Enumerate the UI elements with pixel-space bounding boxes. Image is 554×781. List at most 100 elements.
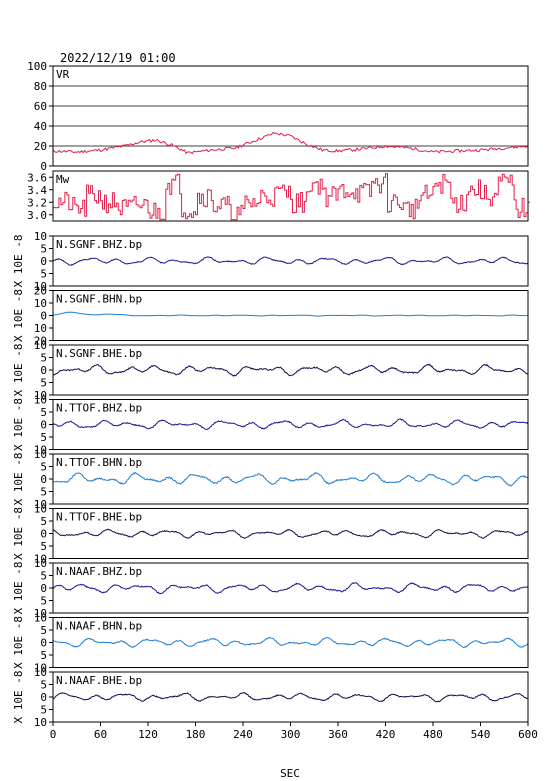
trace-7-ytick-label: 10 (34, 557, 47, 570)
vr-label: VR (56, 68, 70, 81)
x-tick-label: 60 (94, 728, 107, 741)
mw-series-line (53, 173, 530, 221)
trace-4-waveform (52, 418, 529, 430)
trace-9-ytick-label: 5 (40, 704, 47, 717)
x-tick-label: 360 (328, 728, 348, 741)
trace-3-ytick-label: 0 (40, 364, 47, 377)
trace-3-name: N.SGNF.BHE.bp (56, 347, 142, 360)
trace-1-ytick-label: 5 (40, 268, 47, 281)
trace-1-ytick-label: 10 (34, 230, 47, 243)
trace-7-unit-label: X 10E -8 (12, 562, 25, 615)
trace-2-ytick-label: 10 (34, 297, 47, 310)
trace-2-unit-label: X 10E -8 (12, 289, 25, 342)
trace-6-panel-frame (52, 508, 529, 559)
trace-2-waveform (53, 311, 528, 317)
mw-panel-frame (52, 170, 529, 222)
x-axis-label: SEC (280, 767, 300, 780)
trace-4-panel-frame (52, 399, 529, 450)
trace-7-panel-frame (52, 562, 529, 614)
trace-5-ytick-label: 0 (40, 473, 47, 486)
trace-6-ytick-label: 10 (34, 553, 47, 566)
trace-7-ytick-label: 10 (34, 607, 47, 620)
trace-6-name: N.TTOF.BHE.bp (56, 511, 142, 524)
x-tick-label: 420 (376, 728, 396, 741)
trace-9-name: N.NAAF.BHE.bp (56, 674, 142, 687)
trace-8-ytick-label: 10 (34, 612, 47, 625)
mw-ytick-label: 3.0 (27, 209, 47, 222)
trace-3-waveform (52, 363, 529, 377)
trace-3-panel-frame (52, 344, 529, 396)
trace-8-ytick-label: 5 (40, 624, 47, 637)
trace-8-name: N.NAAF.BHN.bp (56, 620, 142, 633)
trace-5-ytick-label: 5 (40, 486, 47, 499)
x-tick-label: 300 (281, 728, 301, 741)
trace-2-panel-frame (52, 290, 529, 341)
vr-ytick-label: 20 (34, 140, 47, 153)
trace-4-ytick-label: 5 (40, 406, 47, 419)
x-tick-label: 600 (518, 728, 538, 741)
trace-8-ytick-label: 10 (34, 662, 47, 675)
trace-8-ytick-label: 5 (40, 649, 47, 662)
mw-ytick-label: 3.6 (27, 171, 47, 184)
trace-2-ytick-label: 20 (34, 285, 47, 298)
x-tick-label: 240 (233, 728, 253, 741)
mw-ytick-label: 3.4 (27, 184, 47, 197)
trace-6-ytick-label: 0 (40, 528, 47, 541)
trace-1-ytick-label: 0 (40, 255, 47, 268)
trace-2-ytick-label: 0 (40, 310, 47, 323)
trace-5-name: N.TTOF.BHN.bp (56, 456, 142, 469)
trace-1-panel-frame (52, 235, 529, 287)
trace-5-ytick-label: 10 (34, 448, 47, 461)
trace-3-unit-label: X 10E -8 (12, 344, 25, 397)
trace-8-unit-label: X 10E -8 (12, 616, 25, 669)
trace-2-name: N.SGNF.BHN.bp (56, 293, 142, 306)
trace-4-ytick-label: 5 (40, 431, 47, 444)
vr-ytick-label: 60 (34, 100, 47, 113)
trace-3-ytick-label: 5 (40, 377, 47, 390)
x-tick-label: 120 (138, 728, 158, 741)
trace-6-ytick-label: 10 (34, 503, 47, 516)
trace-4-ytick-label: 10 (34, 394, 47, 407)
trace-2-ytick-label: 20 (34, 335, 47, 348)
trace-4-ytick-label: 0 (40, 419, 47, 432)
mw-ytick-label: 3.2 (27, 196, 47, 209)
trace-9-ytick-label: 10 (34, 716, 47, 729)
trace-3-ytick-label: 10 (34, 389, 47, 402)
trace-7-name: N.NAAF.BHZ.bp (56, 565, 142, 578)
trace-6-waveform (53, 528, 529, 539)
trace-5-ytick-label: 5 (40, 461, 47, 474)
trace-5-waveform (52, 471, 529, 487)
trace-2-ytick-label: 10 (34, 322, 47, 335)
trace-6-ytick-label: 5 (40, 540, 47, 553)
vr-series-line (52, 131, 529, 155)
trace-5-ytick-label: 10 (34, 498, 47, 511)
vr-ytick-label: 100 (27, 60, 47, 73)
trace-1-ytick-label: 5 (40, 243, 47, 256)
vr-ytick-label: 0 (40, 160, 47, 173)
trace-8-ytick-label: 0 (40, 637, 47, 650)
trace-3-ytick-label: 10 (34, 339, 47, 352)
trace-3-ytick-label: 5 (40, 352, 47, 365)
chart-title: 2022/12/19 01:00 (60, 51, 176, 65)
vr-panel-frame (52, 65, 529, 167)
x-tick-label: 480 (423, 728, 443, 741)
trace-1-waveform (52, 256, 529, 266)
x-tick-label: 180 (186, 728, 206, 741)
trace-9-ytick-label: 10 (34, 666, 47, 679)
trace-8-waveform (52, 636, 528, 649)
trace-7-ytick-label: 0 (40, 582, 47, 595)
trace-8-panel-frame (52, 617, 529, 668)
trace-5-panel-frame (52, 453, 529, 505)
trace-1-name: N.SGNF.BHZ.bp (56, 238, 142, 251)
trace-6-unit-label: X 10E -8 (12, 507, 25, 560)
trace-9-ytick-label: 5 (40, 679, 47, 692)
x-tick-label: 540 (471, 728, 491, 741)
trace-9-ytick-label: 0 (40, 691, 47, 704)
trace-7-ytick-label: 5 (40, 570, 47, 583)
trace-7-ytick-label: 5 (40, 595, 47, 608)
trace-1-ytick-label: 10 (34, 280, 47, 293)
trace-7-waveform (52, 582, 529, 595)
x-tick-label: 0 (50, 728, 57, 741)
trace-6-ytick-label: 5 (40, 515, 47, 528)
